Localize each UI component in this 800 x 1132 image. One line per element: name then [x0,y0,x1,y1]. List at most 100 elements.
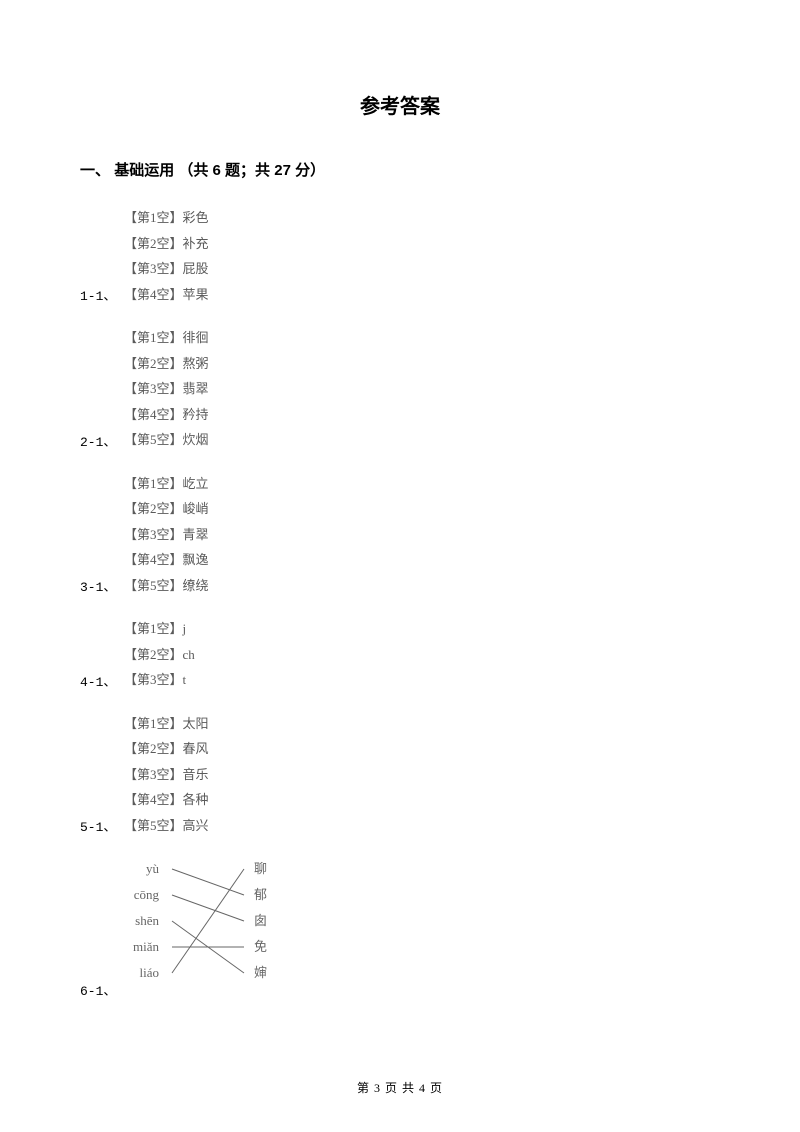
blank-answer: 熬粥 [183,356,209,371]
question-number: 3-1、 [80,576,124,595]
page-footer: 第 3 页 共 4 页 [0,1079,800,1096]
matching-right-item: 郁 [254,887,267,902]
blanks-list: 【第1空】太阳【第2空】春风【第3空】音乐【第4空】各种【第5空】高兴 [124,714,209,836]
blank-line: 【第2空】春风 [124,739,209,759]
blank-answer: 屁股 [183,261,209,276]
blank-line: 【第2空】峻峭 [124,499,209,519]
blank-label: 【第3空】 [124,261,183,276]
blank-label: 【第5空】 [124,578,183,593]
blank-answer: 彩色 [183,210,209,225]
blank-line: 【第1空】彩色 [124,208,209,228]
blank-label: 【第2空】 [124,647,183,662]
question-number: 6-1、 [80,980,124,999]
blank-line: 【第3空】青翠 [124,525,209,545]
blank-line: 【第4空】矜持 [124,405,209,425]
blank-line: 【第3空】屁股 [124,259,209,279]
matching-left-item: shēn [135,913,159,928]
question-block: 4-1、【第1空】j【第2空】ch【第3空】t [80,619,720,690]
blank-line: 【第4空】苹果 [124,285,209,305]
question-block: 2-1、【第1空】徘徊【第2空】熬粥【第3空】翡翠【第4空】矜持【第5空】炊烟 [80,328,720,450]
matching-edge [172,869,244,973]
blank-answer: 各种 [183,792,209,807]
blank-line: 【第3空】翡翠 [124,379,209,399]
blank-line: 【第2空】熬粥 [124,354,209,374]
question-block: 3-1、【第1空】屹立【第2空】峻峭【第3空】青翠【第4空】飘逸【第5空】缭绕 [80,474,720,596]
blanks-list: 【第1空】j【第2空】ch【第3空】t [124,619,195,690]
blank-line: 【第3空】音乐 [124,765,209,785]
blank-label: 【第3空】 [124,381,183,396]
blank-line: 【第2空】ch [124,645,195,665]
matching-question: 6-1、 yùcōngshēnmiǎnliáo聊郁囱免婶 [80,859,720,999]
blank-line: 【第1空】太阳 [124,714,209,734]
blank-label: 【第1空】 [124,210,183,225]
blank-label: 【第1空】 [124,330,183,345]
blank-answer: 翡翠 [183,381,209,396]
blank-label: 【第5空】 [124,432,183,447]
blank-answer: t [183,672,187,687]
blank-label: 【第1空】 [124,621,183,636]
blank-answer: 缭绕 [183,578,209,593]
question-number: 5-1、 [80,816,124,835]
matching-left-item: cōng [134,887,160,902]
question-number: 2-1、 [80,431,124,450]
blank-line: 【第4空】各种 [124,790,209,810]
section-name: 基础运用 [114,162,174,179]
blank-label: 【第3空】 [124,767,183,782]
blank-line: 【第5空】炊烟 [124,430,209,450]
blank-label: 【第4空】 [124,552,183,567]
matching-edge [172,895,244,921]
page-title: 参考答案 [80,90,720,119]
blanks-list: 【第1空】徘徊【第2空】熬粥【第3空】翡翠【第4空】矜持【第5空】炊烟 [124,328,209,450]
blank-label: 【第4空】 [124,287,183,302]
matching-left-item: yù [146,861,160,876]
question-block: 1-1、【第1空】彩色【第2空】补充【第3空】屁股【第4空】苹果 [80,208,720,304]
blank-answer: 青翠 [183,527,209,542]
matching-right-item: 聊 [254,861,267,876]
blank-answer: 苹果 [183,287,209,302]
matching-right-item: 免 [254,939,267,954]
blank-line: 【第5空】高兴 [124,816,209,836]
section-number: 一、 [80,162,110,179]
blank-label: 【第2空】 [124,356,183,371]
questions-container: 1-1、【第1空】彩色【第2空】补充【第3空】屁股【第4空】苹果2-1、【第1空… [80,208,720,835]
blank-label: 【第2空】 [124,501,183,516]
blank-answer: 矜持 [183,407,209,422]
blank-label: 【第3空】 [124,672,183,687]
blank-line: 【第5空】缭绕 [124,576,209,596]
blank-answer: ch [183,647,195,662]
question-number: 4-1、 [80,671,124,690]
blank-line: 【第3空】t [124,670,195,690]
blank-line: 【第1空】徘徊 [124,328,209,348]
blank-label: 【第4空】 [124,792,183,807]
section-header: 一、 基础运用 （共 6 题；共 27 分） [80,159,720,180]
blanks-list: 【第1空】彩色【第2空】补充【第3空】屁股【第4空】苹果 [124,208,209,304]
blank-answer: 补充 [183,236,209,251]
blank-label: 【第5空】 [124,818,183,833]
blank-label: 【第3空】 [124,527,183,542]
blanks-list: 【第1空】屹立【第2空】峻峭【第3空】青翠【第4空】飘逸【第5空】缭绕 [124,474,209,596]
blank-line: 【第1空】j [124,619,195,639]
blank-label: 【第2空】 [124,741,183,756]
blank-label: 【第1空】 [124,716,183,731]
matching-left-item: liáo [140,965,160,980]
blank-answer: 音乐 [183,767,209,782]
blank-label: 【第4空】 [124,407,183,422]
matching-right-item: 囱 [254,913,267,928]
question-block: 5-1、【第1空】太阳【第2空】春风【第3空】音乐【第4空】各种【第5空】高兴 [80,714,720,836]
blank-answer: 炊烟 [183,432,209,447]
blank-answer: 春风 [183,741,209,756]
blank-answer: 飘逸 [183,552,209,567]
blank-answer: 高兴 [183,818,209,833]
blank-line: 【第4空】飘逸 [124,550,209,570]
blank-line: 【第1空】屹立 [124,474,209,494]
blank-line: 【第2空】补充 [124,234,209,254]
blank-label: 【第2空】 [124,236,183,251]
blank-answer: 太阳 [183,716,209,731]
section-detail: （共 6 题；共 27 分） [178,162,325,179]
blank-label: 【第1空】 [124,476,183,491]
matching-right-item: 婶 [254,965,267,980]
blank-answer: 峻峭 [183,501,209,516]
matching-edge [172,869,244,895]
matching-diagram: yùcōngshēnmiǎnliáo聊郁囱免婶 [124,859,284,999]
blank-answer: j [183,621,187,636]
